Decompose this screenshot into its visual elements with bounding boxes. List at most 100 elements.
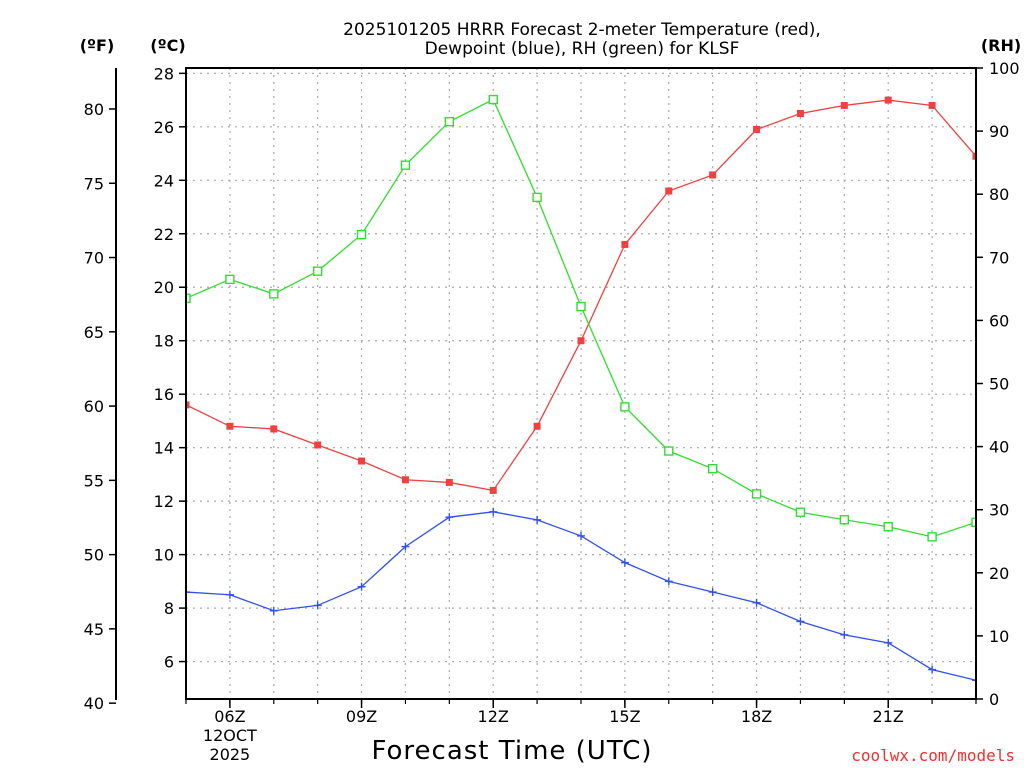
rh-tick-label: 0 — [989, 690, 999, 709]
dewpoint-point — [620, 558, 629, 567]
celsius-tick-label: 8 — [164, 599, 174, 618]
rh-unit-label: (RH) — [981, 36, 1021, 55]
rh-point — [444, 116, 455, 127]
rh-point — [576, 301, 586, 312]
x-axis-label: Forecast Time (UTC) — [371, 736, 652, 766]
series-line-temperature — [186, 99, 976, 492]
dewpoint-point — [357, 582, 366, 591]
plot-frame — [185, 67, 977, 700]
fahrenheit-tick-label: 60 — [84, 397, 104, 416]
temperature-point — [972, 152, 976, 160]
rh-point — [883, 522, 893, 532]
rh-tick-label: 30 — [989, 501, 1009, 520]
rh-tick-label: 90 — [989, 122, 1009, 141]
celsius-tick-label: 26 — [154, 118, 174, 137]
temperature-point — [445, 478, 453, 486]
fahrenheit-tick-label: 40 — [84, 694, 104, 713]
x-tick-label: 15Z — [609, 707, 640, 726]
rh-tick-label: 10 — [989, 627, 1009, 646]
dewpoint-point — [533, 515, 542, 524]
chart-title-line-1: 2025101205 HRRR Forecast 2-meter Tempera… — [343, 20, 821, 40]
rh-point — [707, 463, 718, 474]
series-dewpoint — [186, 507, 976, 685]
data-series — [186, 94, 976, 685]
temperature-point — [401, 476, 409, 484]
rh-point — [664, 446, 674, 456]
series-line-relative-humidity — [186, 98, 976, 538]
dewpoint-point — [489, 507, 498, 516]
rh-point — [795, 507, 806, 517]
dewpoint-point — [708, 588, 717, 597]
fahrenheit-tick-label: 70 — [84, 249, 104, 268]
celsius-tick-label: 28 — [154, 64, 174, 83]
rh-point — [971, 517, 976, 528]
temperature-point — [884, 96, 892, 104]
temperature-point — [796, 109, 804, 117]
temperature-point — [489, 486, 497, 494]
rh-tick-label: 60 — [989, 311, 1009, 330]
temperature-point — [226, 422, 234, 430]
dewpoint-point — [840, 630, 849, 639]
rh-point — [839, 515, 850, 525]
x-tick-label: 12Z — [478, 707, 509, 726]
rh-point — [186, 293, 191, 304]
x-tick-label: 09Z — [346, 707, 377, 726]
temperature-point — [928, 101, 936, 109]
fahrenheit-tick-label: 65 — [84, 323, 104, 342]
series-relative-humidity — [186, 94, 976, 542]
fahrenheit-tick-label: 75 — [84, 174, 104, 193]
dewpoint-point — [796, 617, 805, 626]
fahrenheit-tick-label: 80 — [84, 100, 104, 119]
x-tick-label: 21Z — [873, 707, 904, 726]
celsius-tick-label: 14 — [154, 439, 174, 458]
celsius-tick-label: 10 — [154, 546, 174, 565]
fahrenheit-tick-label: 45 — [84, 620, 104, 639]
temperature-point — [577, 337, 585, 345]
celsius-tick-label: 22 — [154, 225, 174, 244]
axes: 6 8 10 12 14 16 18 20 22 24 26 28 40 45 50 55 60 65 70 75 80… — [84, 59, 1020, 726]
temperature-point — [665, 187, 673, 195]
rh-tick-label: 80 — [989, 185, 1009, 204]
rh-point — [312, 266, 323, 276]
temperature-point — [753, 125, 761, 133]
rh-point — [488, 94, 498, 105]
temperature-point — [533, 422, 541, 430]
temperature-point — [840, 101, 848, 109]
celsius-tick-label: 6 — [164, 653, 174, 672]
temperature-point — [314, 441, 322, 449]
celsius-tick-label: 16 — [154, 385, 174, 404]
rh-point — [225, 274, 235, 285]
series-temperature — [186, 96, 976, 494]
x-tick-label: 18Z — [741, 707, 772, 726]
temperature-point — [621, 240, 629, 248]
dewpoint-point — [401, 542, 410, 551]
chart-title-line-2: Dewpoint (blue), RH (green) for KLSF — [425, 39, 740, 59]
celsius-tick-label: 18 — [154, 332, 174, 351]
dewpoint-point — [577, 531, 585, 540]
rh-point — [620, 402, 630, 412]
rh-point — [751, 489, 762, 499]
rh-tick-label: 50 — [989, 375, 1009, 394]
dewpoint-point — [186, 588, 190, 597]
celsius-tick-label: 12 — [154, 492, 174, 511]
dewpoint-point — [313, 601, 322, 610]
rh-point — [400, 160, 411, 170]
celsius-unit-label: (ºC) — [150, 36, 185, 55]
temperature-point — [186, 401, 190, 409]
dewpoint-point — [752, 598, 761, 607]
rh-point — [927, 532, 937, 542]
celsius-tick-label: 24 — [154, 171, 174, 190]
grid-lines — [186, 68, 976, 699]
rh-point — [269, 289, 279, 299]
dewpoint-point — [972, 676, 976, 685]
celsius-tick-label: 20 — [154, 278, 174, 297]
rh-point — [356, 229, 367, 240]
rh-tick-label: 40 — [989, 438, 1009, 457]
temperature-point — [709, 171, 717, 179]
rh-tick-label: 100 — [989, 59, 1020, 78]
dewpoint-point — [445, 513, 454, 522]
temperature-point — [270, 425, 278, 433]
dewpoint-point — [225, 590, 234, 599]
date-label-year: 2025 — [210, 745, 251, 764]
